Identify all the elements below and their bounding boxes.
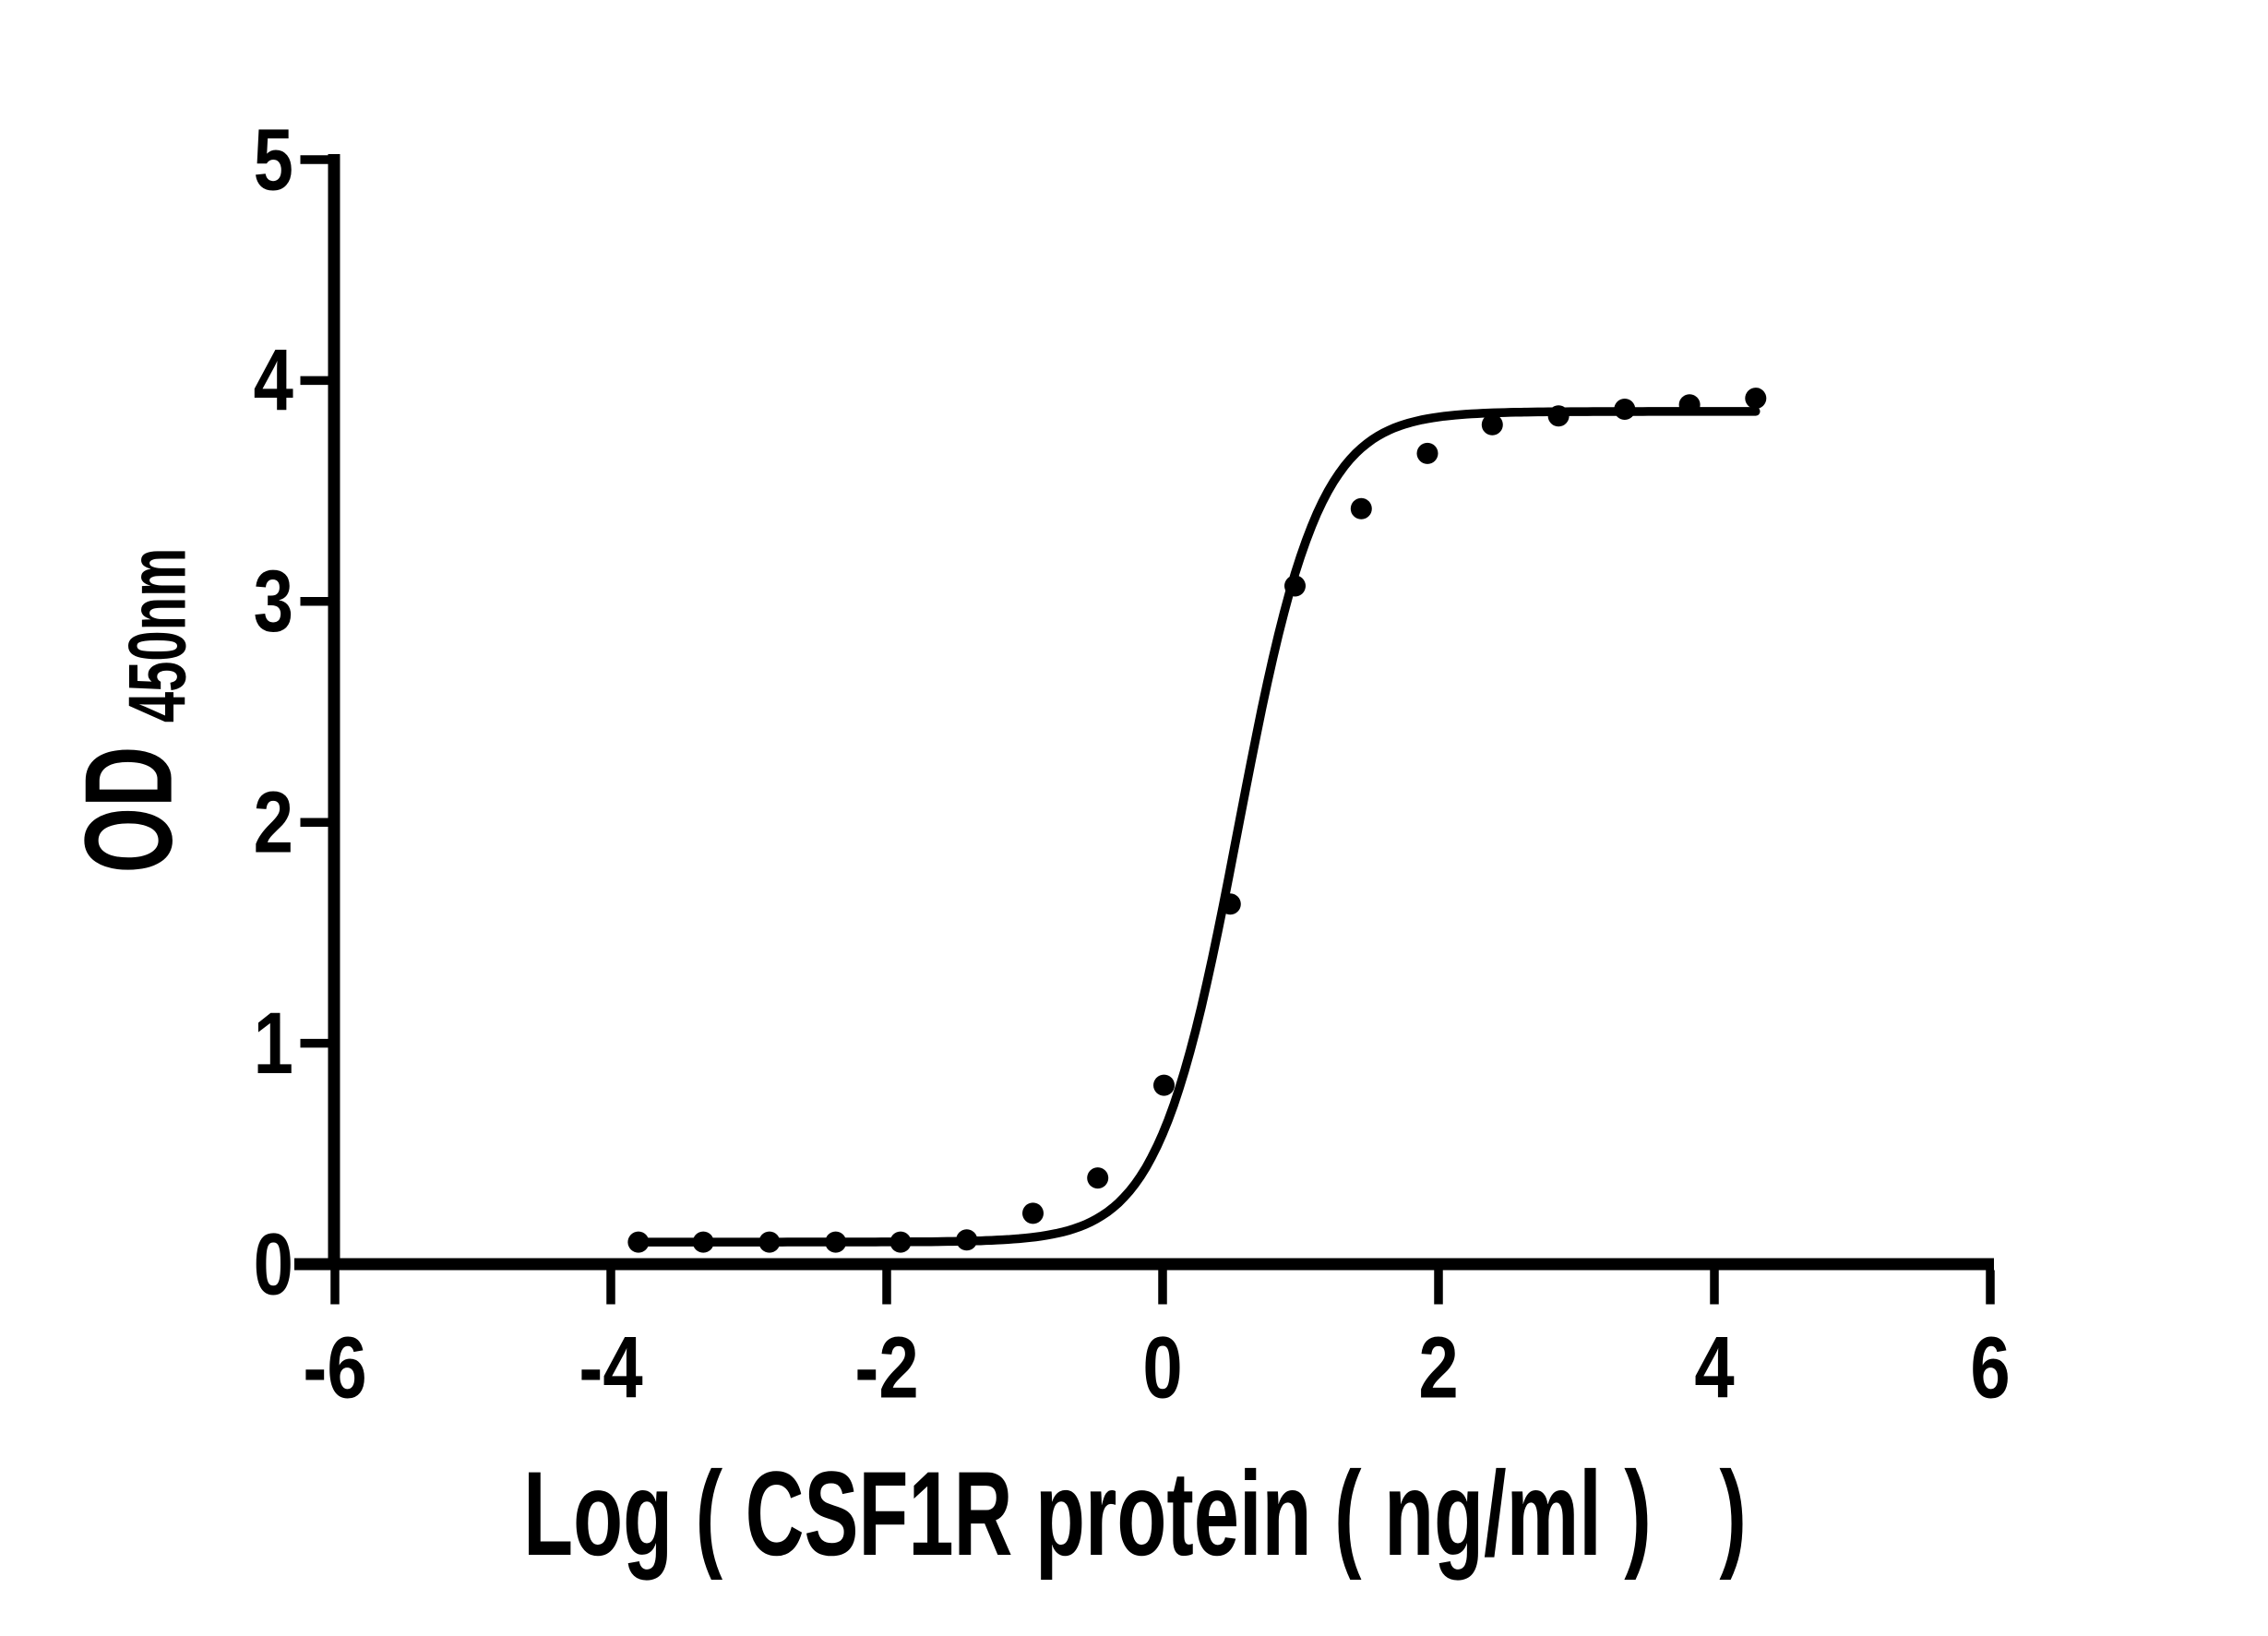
- y-tick-label: 5: [254, 111, 293, 209]
- x-tick-label: 4: [1694, 1319, 1734, 1416]
- data-point: [1350, 497, 1372, 519]
- x-tick-label: -2: [854, 1319, 918, 1416]
- data-point: [627, 1231, 650, 1253]
- data-point: [692, 1231, 714, 1253]
- x-tick-label: -4: [579, 1319, 642, 1416]
- x-tick-label: 2: [1418, 1319, 1458, 1416]
- x-tick-label: 6: [1970, 1319, 2010, 1416]
- data-point: [1678, 394, 1701, 416]
- data-point: [889, 1231, 912, 1253]
- y-tick-label: 0: [254, 1215, 293, 1313]
- y-axis-title-subscript: 450nm: [112, 548, 202, 723]
- y-axis-title-main: OD: [60, 746, 198, 874]
- y-axis-title: OD 450nm: [60, 548, 202, 874]
- data-point: [825, 1231, 847, 1253]
- data-point: [1219, 893, 1241, 915]
- fit-curve: [634, 407, 1761, 1247]
- x-tick-label: 0: [1142, 1319, 1182, 1416]
- data-point: [1153, 1074, 1175, 1096]
- plot-area: -6 -4 -2 0 2 4 6 0 1 2 3 4 5: [254, 111, 2011, 1416]
- x-axis-title: Log ( CSF1R protein ( ng/ml ) ): [523, 1446, 1747, 1581]
- data-point: [758, 1231, 781, 1253]
- data-point: [1284, 575, 1306, 597]
- data-point: [1547, 405, 1570, 427]
- data-point: [956, 1229, 978, 1251]
- y-tick-label: 2: [254, 773, 293, 871]
- x-tick-label: -6: [303, 1319, 366, 1416]
- data-point: [1416, 442, 1438, 464]
- data-point: [1614, 399, 1636, 420]
- data-point: [1745, 388, 1767, 410]
- y-tick-label: 3: [254, 553, 293, 651]
- data-point: [1481, 413, 1503, 436]
- data-point: [1022, 1202, 1044, 1224]
- y-tick-label: 4: [254, 331, 293, 429]
- data-point: [1087, 1167, 1109, 1189]
- y-tick-label: 1: [254, 995, 293, 1093]
